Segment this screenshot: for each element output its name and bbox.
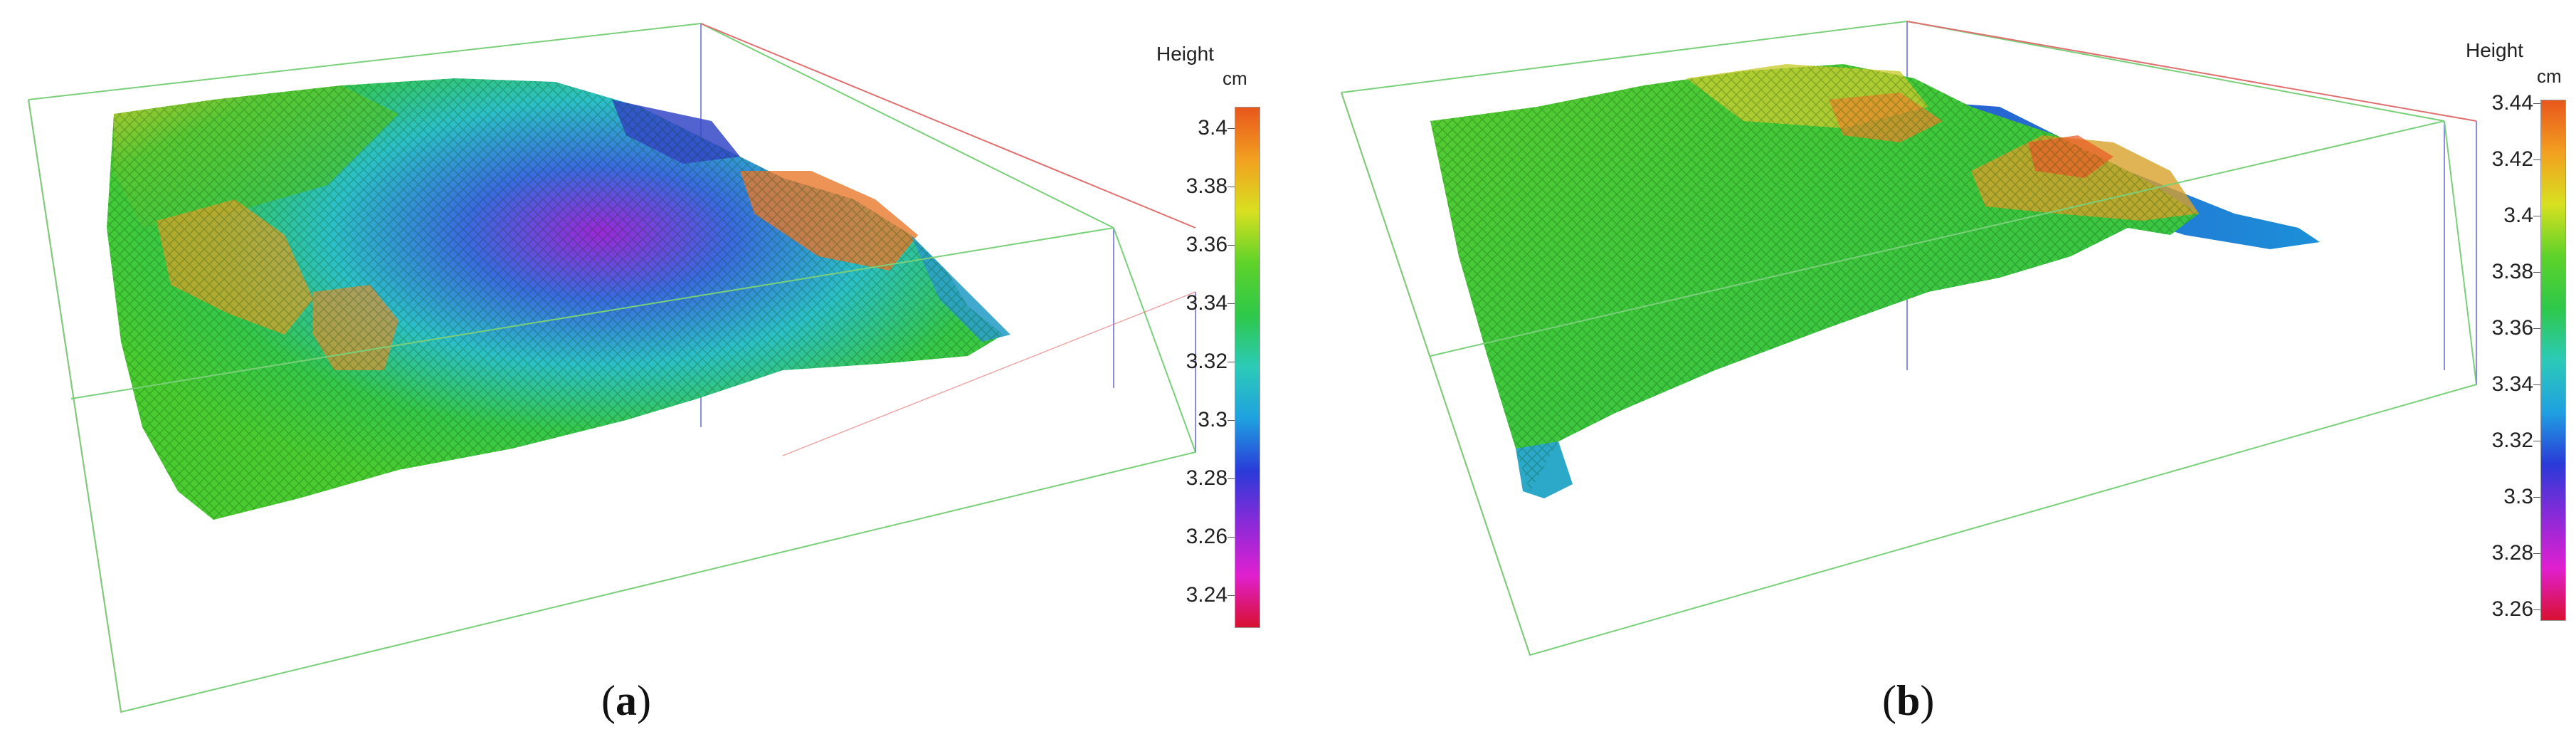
colorbar-tick-label: 3.28 <box>1186 466 1228 490</box>
colorbar-tick-label: 3.26 <box>2491 597 2533 621</box>
panel-b: Height cm 3.44 3.42 3.4 3.38 3.36 3.34 3.32 3.3… <box>1288 0 2576 754</box>
colorbar-tick-label: 3.3 <box>1198 408 1228 431</box>
colorbar-tick-mark <box>1228 478 1235 479</box>
colorbar-tick-label: 3.32 <box>2491 429 2533 452</box>
colorbar-a <box>1235 107 1260 628</box>
colorbar-tick-label: 3.32 <box>1186 350 1228 373</box>
colorbar-tick-mark <box>2533 103 2540 104</box>
colorbar-tick-label: 3.36 <box>1186 233 1228 256</box>
colorbar-tick-label: 3.42 <box>2491 147 2533 171</box>
colorbar-tick-mark <box>1228 303 1235 304</box>
colorbar-tick-label: 3.24 <box>1186 583 1228 607</box>
colorbar-tick-label: 3.44 <box>2491 91 2533 115</box>
colorbar-tick-label: 3.4 <box>2503 204 2533 227</box>
colorbar-tick-mark <box>1228 595 1235 596</box>
colorbar-tick-mark <box>2533 384 2540 385</box>
colorbar-tick-label: 3.34 <box>2491 372 2533 396</box>
colorbar-title: Height <box>2466 39 2523 61</box>
colorbar-tick-label: 3.26 <box>1186 525 1228 548</box>
colorbar-tick-mark <box>1228 420 1235 421</box>
colorbar-tick-mark <box>2533 553 2540 554</box>
colorbar-tick-label: 3.28 <box>2491 541 2533 565</box>
colorbar-b <box>2540 100 2566 621</box>
panel-label-b: (b) <box>1882 677 1935 724</box>
colorbar-tick-mark <box>2533 497 2540 498</box>
colorbar-title: Height <box>1156 43 1214 65</box>
colorbar-unit: cm <box>2537 66 2562 87</box>
colorbar-tick-label: 3.36 <box>2491 316 2533 340</box>
surface-scan-b <box>1341 20 2478 656</box>
colorbar-tick-mark <box>1228 245 1235 246</box>
colorbar-tick-label: 3.34 <box>1186 291 1228 315</box>
colorbar-tick-mark <box>1228 537 1235 538</box>
colorbar-tick-label: 3.38 <box>2491 260 2533 283</box>
colorbar-tick-label: 3.38 <box>1186 174 1228 198</box>
surface-scan-a <box>28 22 1197 713</box>
panel-a: Height cm 3.4 3.38 3.36 3.34 3.32 3.3 3.28 3.26… <box>28 22 1260 724</box>
colorbar-unit: cm <box>1223 68 1247 89</box>
colorbar-tick-mark <box>1228 128 1235 129</box>
colorbar-tick-mark <box>2533 159 2540 160</box>
colorbar-tick-label: 3.3 <box>2503 485 2533 508</box>
colorbar-tick-mark <box>2533 328 2540 329</box>
colorbar-tick-mark <box>2533 609 2540 610</box>
colorbar-tick-label: 3.4 <box>1198 116 1228 140</box>
colorbar-tick-mark <box>2533 272 2540 273</box>
panel-label-a: (a) <box>601 677 651 724</box>
